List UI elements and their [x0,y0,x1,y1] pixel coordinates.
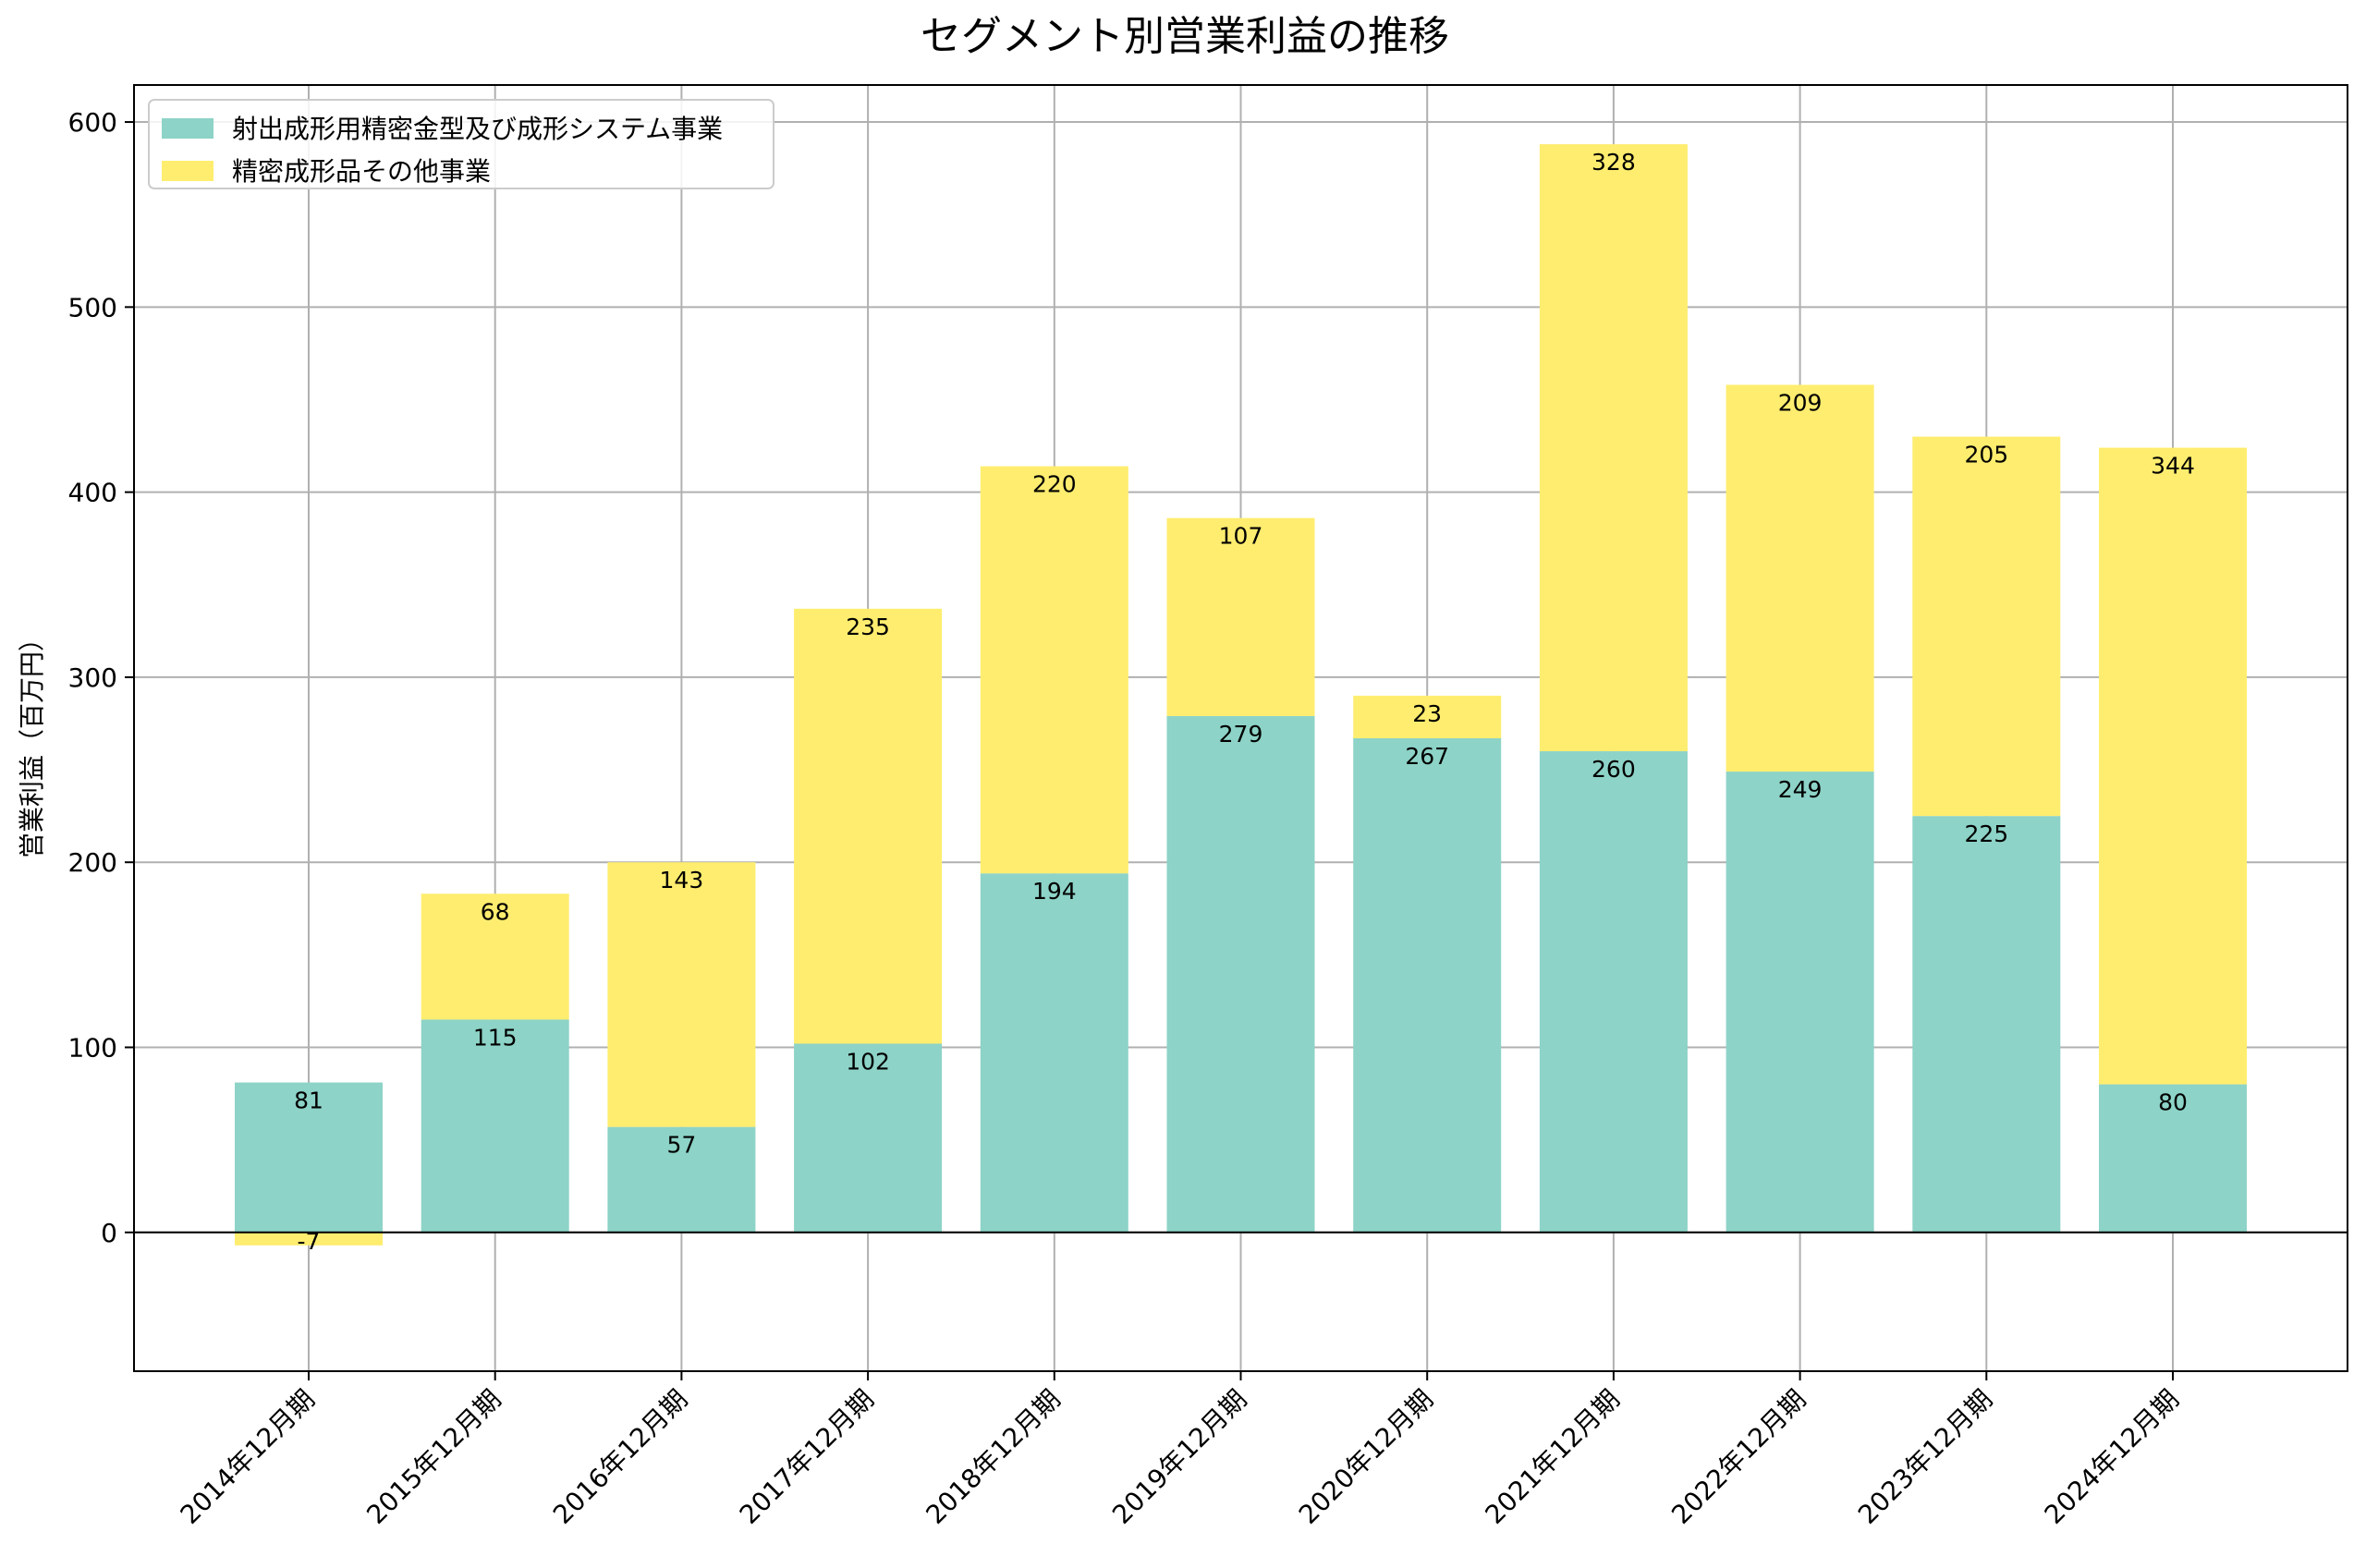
data-label: 209 [1778,389,1823,416]
bar-segment [794,608,943,1044]
data-label: 68 [481,898,510,925]
y-tick-label: 400 [68,478,117,508]
y-tick-label: 100 [68,1032,117,1063]
data-label: 194 [1032,878,1077,905]
data-label: 328 [1592,149,1636,176]
x-tick-label: 2015年12月期 [360,1384,506,1530]
data-label: 81 [294,1088,323,1114]
data-label: 57 [666,1132,696,1159]
x-tick-label: 2023年12月期 [1852,1384,1998,1530]
bar-segment [1726,772,1874,1233]
data-label: 143 [660,867,704,893]
x-tick-label: 2016年12月期 [547,1384,693,1530]
data-label: 23 [1412,700,1442,727]
bar-segment [1353,738,1502,1233]
data-label: 80 [2158,1089,2188,1116]
legend-box [148,99,774,189]
data-label: 344 [2151,453,2195,480]
bar-segment [607,862,756,1127]
bar-segment [1726,384,1874,772]
bar-segment [794,1043,943,1233]
data-label: 225 [1964,820,2008,847]
data-label: 260 [1592,756,1636,783]
bar-segment [421,893,569,1020]
bar-layer [235,144,2247,1246]
legend-swatch [162,161,213,181]
bar-segment [607,1126,756,1233]
data-label: 267 [1405,743,1449,770]
bar-segment [1166,715,1315,1233]
x-tick-label: 2021年12月期 [1480,1384,1626,1530]
chart-title: セグメント別営業利益の推移 [921,13,1449,60]
bar-segment [2099,1084,2247,1233]
data-label: 249 [1778,776,1823,803]
bar-segment [980,466,1128,874]
data-label: 235 [846,614,890,640]
bar-segment [1539,751,1688,1233]
bar-segment [980,873,1128,1233]
data-label: 115 [473,1024,518,1051]
bar-segment [235,1082,383,1233]
y-tick-label: 0 [101,1218,117,1248]
axes-frame [133,84,2348,1372]
data-label: 102 [846,1048,890,1075]
bar-segment [1912,436,2061,817]
x-tick-label: 2019年12月期 [1106,1384,1252,1530]
bar-segment [2099,447,2247,1085]
x-tick-label: 2020年12月期 [1293,1384,1439,1530]
x-tick-label: 2018年12月期 [920,1384,1066,1530]
data-label: 279 [1219,721,1263,748]
legend-label: 射出成形用精密金型及び成形システム事業 [232,114,723,144]
x-tick-label: 2017年12月期 [734,1384,880,1530]
x-tick-label: 2022年12月期 [1665,1384,1811,1530]
bar-segment [1912,816,2061,1233]
legend-label: 精密成形品その他事業 [232,156,491,187]
data-label: 205 [1964,442,2008,468]
y-tick-label: 200 [68,847,117,878]
x-tick-label: 2014年12月期 [175,1384,321,1530]
bar-segment [1539,144,1688,752]
y-axis-label: 営業利益（百万円） [17,626,47,858]
bar-segment [421,1019,569,1233]
data-label: 107 [1219,523,1263,550]
y-tick-label: 300 [68,662,117,693]
bar-segment [235,1232,383,1246]
x-tick-label: 2024年12月期 [2039,1384,2185,1530]
y-tick-label: 500 [68,292,117,322]
data-label: 220 [1032,471,1077,498]
bar-segment [1353,695,1502,739]
bar-segment [1166,517,1315,716]
y-tick-label: 600 [68,107,117,138]
legend-swatch [162,118,213,139]
